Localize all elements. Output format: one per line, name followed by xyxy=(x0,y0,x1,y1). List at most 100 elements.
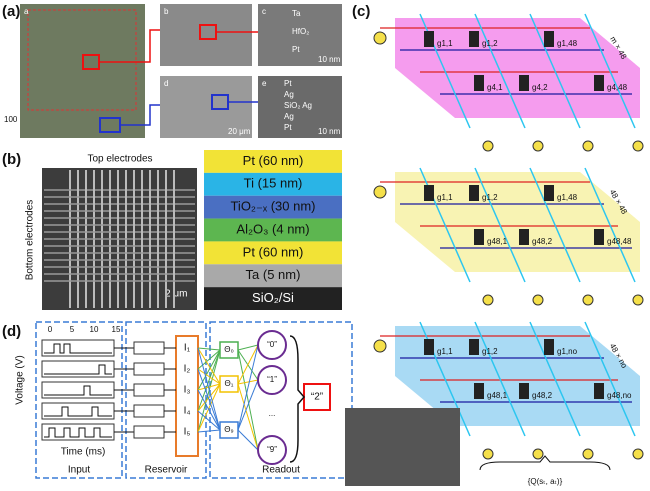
amplifier xyxy=(582,140,594,152)
output-label: “9” xyxy=(267,445,277,454)
theta-label: Θ₁ xyxy=(225,379,234,388)
amplifier xyxy=(482,294,494,306)
reservoir-node-box xyxy=(175,335,199,457)
subpanel-label: a xyxy=(24,7,29,16)
memristor xyxy=(424,31,434,47)
cell-label: g1,48 xyxy=(557,39,578,48)
layer xyxy=(204,195,342,219)
section-label: Reservoir xyxy=(145,465,188,476)
layer-label: Ag xyxy=(284,90,294,99)
memristor xyxy=(469,185,479,201)
cell-label: g48,no xyxy=(607,391,632,400)
x-tick-label: 5 xyxy=(70,325,75,334)
weight-line xyxy=(197,349,221,433)
wire xyxy=(584,321,636,437)
micrograph-c xyxy=(258,4,342,66)
weight-line xyxy=(197,349,221,391)
scale-bar-label: 100 xyxy=(4,115,18,124)
memristor xyxy=(474,383,484,399)
weight-line xyxy=(237,379,259,431)
layer-label: Ag xyxy=(284,112,294,121)
memristor xyxy=(519,383,529,399)
weight-line xyxy=(237,344,259,351)
input-pulse xyxy=(44,385,112,396)
x-tick-label: 15 xyxy=(112,325,121,334)
input-plot xyxy=(41,381,115,399)
input-source xyxy=(373,339,387,353)
weight-line xyxy=(197,383,221,412)
input-pulse xyxy=(44,343,112,354)
scale-bar-label: 10 nm xyxy=(318,55,341,64)
wire xyxy=(584,13,636,129)
x-axis-label: Time (ms) xyxy=(61,447,106,458)
cell-label: g4,48 xyxy=(607,83,628,92)
memristor xyxy=(519,75,529,91)
memristor xyxy=(424,185,434,201)
weight-line xyxy=(197,410,221,431)
theta-label: Θ₀ xyxy=(224,345,234,354)
micrograph-array xyxy=(20,4,145,138)
plane xyxy=(395,18,640,118)
reservoir-device xyxy=(133,362,165,376)
amplifier xyxy=(582,448,594,460)
micrograph-b xyxy=(160,4,252,66)
reservoir-device xyxy=(133,383,165,397)
layer-label: Pt (60 nm) xyxy=(243,153,304,168)
weight-line xyxy=(197,368,221,431)
cell-label: g48,2 xyxy=(532,237,553,246)
layer-label: Pt xyxy=(292,45,300,54)
node-label: I₃ xyxy=(184,385,191,396)
memristor xyxy=(594,229,604,245)
layer-label: Al₂O₃ (4 nm) xyxy=(236,221,309,236)
scale-bar-label: 20 μm xyxy=(228,127,251,136)
x-tick-label: 0 xyxy=(48,325,53,334)
amplifier xyxy=(632,294,644,306)
amplifier xyxy=(632,448,644,460)
layer xyxy=(204,218,342,242)
weight-line xyxy=(197,389,221,431)
cell-label: g1,48 xyxy=(557,193,578,202)
memristor xyxy=(594,383,604,399)
input-plot xyxy=(41,402,115,420)
amplifier xyxy=(532,294,544,306)
layer-label: Pt xyxy=(284,79,292,88)
panel-label: (d) xyxy=(2,323,21,340)
scale-bar-label: 2 μm xyxy=(165,289,187,300)
layer-label: SiO₂/Si xyxy=(252,290,294,305)
layer-label: Ta (5 nm) xyxy=(246,267,301,282)
subpanel-label: b xyxy=(164,7,169,16)
readout-box xyxy=(209,321,353,479)
memristor xyxy=(544,185,554,201)
panel-label: (b) xyxy=(2,151,21,168)
device-micrograph xyxy=(345,408,460,486)
output-label: “0” xyxy=(267,340,277,349)
wire xyxy=(474,167,526,283)
cell-label: g4,1 xyxy=(487,83,503,92)
wire xyxy=(584,167,636,283)
amplifier xyxy=(532,448,544,460)
subpanel-label: e xyxy=(262,79,267,88)
zoom-arrow xyxy=(120,104,160,126)
cell-label: g1,2 xyxy=(482,347,498,356)
cell-label: g48,1 xyxy=(487,237,508,246)
layer xyxy=(204,241,342,265)
reservoir-device xyxy=(133,404,165,418)
node-label: I₁ xyxy=(184,343,191,354)
output-label: ... xyxy=(269,409,276,418)
plane xyxy=(395,172,640,272)
amplifier xyxy=(632,140,644,152)
weight-line xyxy=(237,344,259,431)
plane xyxy=(395,326,640,426)
cell-label: g1,1 xyxy=(437,39,453,48)
cell-label: g1,no xyxy=(557,347,578,356)
layer-label: TiO₂₋ₓ (30 nm) xyxy=(230,199,315,214)
weight-line xyxy=(237,349,259,451)
micrograph-e xyxy=(258,76,342,138)
memristor xyxy=(544,339,554,355)
weight-line xyxy=(197,347,221,385)
wire xyxy=(529,13,581,129)
weight-line xyxy=(237,429,259,451)
memristor xyxy=(474,229,484,245)
amplifier xyxy=(482,140,494,152)
amplifier xyxy=(532,140,544,152)
